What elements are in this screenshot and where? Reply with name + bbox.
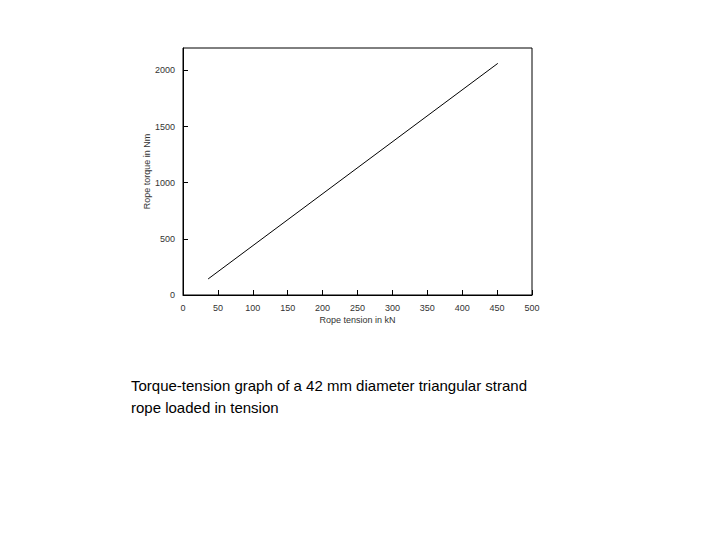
svg-text:150: 150 [280, 303, 295, 313]
svg-text:450: 450 [490, 303, 505, 313]
svg-text:2000: 2000 [155, 65, 175, 75]
svg-text:0: 0 [170, 290, 175, 300]
svg-text:50: 50 [213, 303, 223, 313]
svg-text:Rope torque in Nm: Rope torque in Nm [142, 134, 152, 210]
svg-text:250: 250 [350, 303, 365, 313]
svg-text:500: 500 [524, 303, 539, 313]
svg-text:Rope tension in kN: Rope tension in kN [319, 315, 395, 325]
svg-text:350: 350 [420, 303, 435, 313]
svg-text:100: 100 [245, 303, 260, 313]
svg-text:300: 300 [385, 303, 400, 313]
svg-text:200: 200 [315, 303, 330, 313]
html-text:Torque-tension graph of a 42 m: Torque-tension graph of a 42 mm diameter… [131, 377, 527, 416]
svg-text:400: 400 [455, 303, 470, 313]
svg-text:1000: 1000 [155, 178, 175, 188]
svg-text:0: 0 [180, 303, 185, 313]
svg-text:1500: 1500 [155, 122, 175, 132]
svg-text:500: 500 [160, 234, 175, 244]
